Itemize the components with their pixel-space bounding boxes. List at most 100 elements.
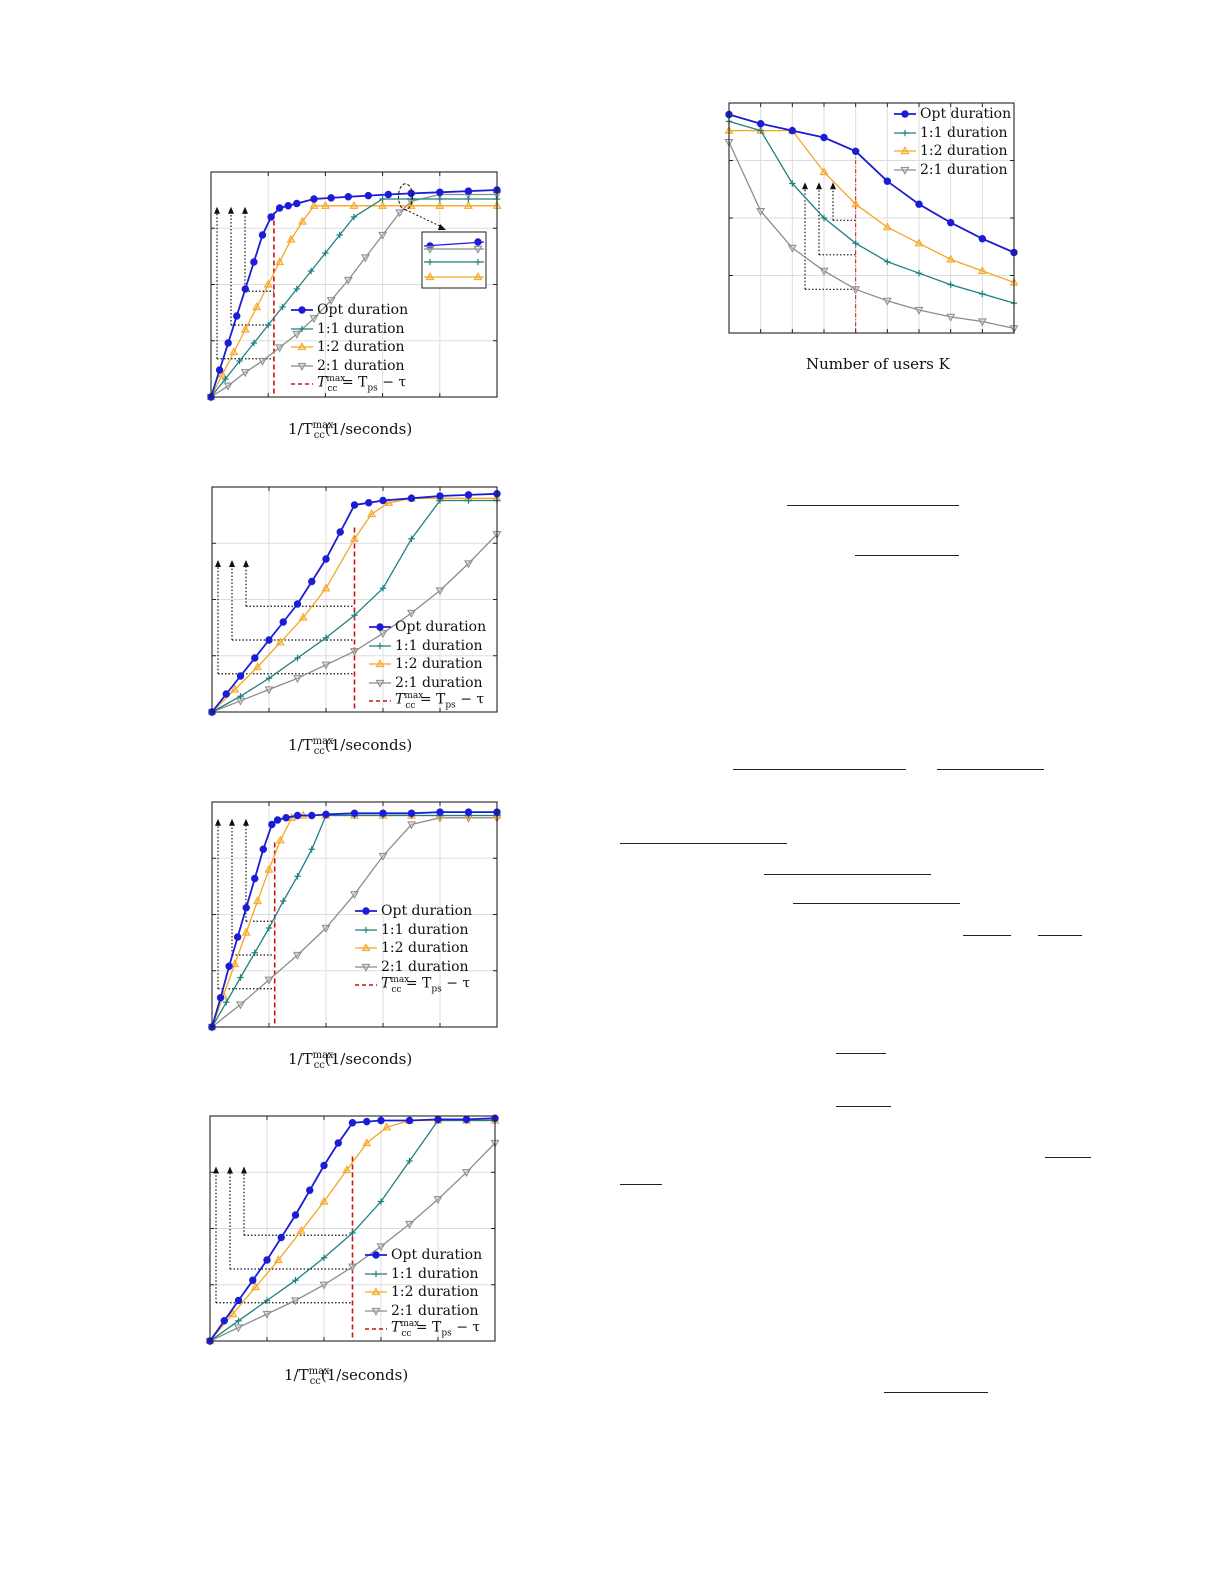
data-point-two-one [464, 560, 473, 569]
chart-svg-panel-3 [207, 801, 502, 1032]
data-point-one-one [915, 270, 923, 277]
tick-marks [211, 172, 497, 397]
data-point-one-one [852, 240, 859, 247]
text-rule [855, 555, 959, 556]
legend-symbol-limit [369, 700, 391, 703]
data-point-one-two [378, 200, 388, 209]
legend-symbol-opt [355, 907, 377, 915]
data-point-two-one [360, 254, 370, 263]
data-point-opt [277, 1233, 285, 1242]
data-point-one-two [977, 266, 987, 274]
data-point-opt [293, 199, 301, 208]
data-point-opt [462, 1115, 471, 1124]
data-point-opt [215, 366, 224, 374]
series-line-opt [728, 113, 1015, 254]
data-point-one-two [298, 612, 308, 621]
data-point-one-two [241, 927, 251, 936]
data-point-one-one [265, 675, 273, 682]
legend-marker-one-one [298, 325, 306, 332]
data-point-opt [263, 1256, 271, 1264]
data-point-opt [322, 555, 330, 563]
annotation-arrows [802, 182, 856, 290]
data-point-one-one [265, 321, 272, 329]
data-point-opt [293, 600, 302, 608]
data-point-one-one [979, 290, 986, 298]
data-point-two-one [223, 382, 233, 391]
grid [211, 172, 497, 397]
data-point-opt [220, 1317, 228, 1325]
data-point-opt [363, 1117, 371, 1126]
data-point-opt [222, 690, 230, 698]
data-point-one-two [851, 199, 861, 208]
x-axis-label-panel-1: 1/Tmaxcc(1/seconds) [288, 420, 413, 441]
data-point-opt [405, 1116, 414, 1125]
data-point-opt [320, 1161, 328, 1170]
legend-label-opt: Opt duration [381, 903, 473, 919]
data-point-two-one [378, 852, 388, 861]
data-point-one-one [351, 612, 358, 619]
legend-symbol-one-two [291, 342, 313, 351]
legend-marker-one-two [371, 1287, 381, 1296]
data-point-two-one [262, 1310, 272, 1319]
data-point-opt [464, 491, 473, 499]
data-point-one-one [379, 195, 386, 203]
tick-marks [212, 487, 497, 712]
data-point-two-one [321, 661, 331, 670]
legend-panel-2: Opt duration 1:1 duration 1:2 duration 2… [368, 618, 486, 711]
legend-item-limit: Tmaxcc = Tps − τ [354, 975, 472, 995]
inset-point-one-two [473, 272, 483, 281]
data-point-opt [436, 492, 444, 500]
data-point-one-one [307, 267, 315, 275]
legend-marker-two-one [371, 1307, 381, 1316]
data-point-two-one [343, 276, 353, 285]
legend-panel-4: Opt duration 1:1 duration 1:2 duration 2… [364, 1246, 482, 1339]
inset-point-one-two [425, 272, 435, 281]
legend-marker-opt [376, 623, 384, 631]
legend-label-one-two: 1:2 duration [381, 940, 469, 956]
legend-symbol-one-one [291, 325, 313, 332]
data-point-one-one [789, 180, 796, 187]
legend-label-one-two: 1:2 duration [391, 1284, 479, 1300]
data-point-one-one [292, 1277, 299, 1284]
data-point-opt [275, 204, 284, 212]
series-line-one-one [210, 198, 497, 398]
legend-marker-two-one [361, 963, 371, 972]
data-point-opt [273, 816, 282, 824]
data-point-opt [308, 577, 316, 586]
data-point-opt [265, 636, 273, 644]
legend-item-one-two: 1:2 duration [364, 1283, 482, 1302]
data-point-one-two [275, 637, 285, 646]
series-line-opt [210, 189, 498, 398]
data-point-two-one [405, 1220, 414, 1229]
legend-label-limit: Tmaxcc = Tps − τ [381, 975, 471, 995]
data-point-one-two [349, 200, 359, 209]
data-point-opt [756, 120, 765, 128]
legend-symbol-one-two [894, 146, 916, 155]
inset-point-two-one [473, 245, 483, 254]
data-point-one-one [263, 1297, 271, 1304]
data-point-two-one [462, 1169, 471, 1178]
data-point-one-one [250, 339, 258, 347]
annotation-arrow-head [242, 206, 248, 214]
data-point-opt [464, 808, 473, 816]
data-point-one-one [820, 214, 828, 222]
data-point-opt [306, 1186, 314, 1194]
legend-marker-two-one [297, 362, 307, 371]
data-point-one-two [319, 1196, 329, 1205]
data-point-opt [234, 1296, 243, 1305]
legend-panel-users: Opt duration 1:1 duration 1:2 duration 2… [893, 105, 1011, 179]
tick-marks [729, 103, 1014, 333]
data-point-two-one [293, 675, 302, 684]
text-rule [1045, 1157, 1091, 1158]
legend-symbol-two-one [291, 362, 313, 371]
data-point-opt [233, 933, 242, 941]
data-point-two-one [435, 587, 445, 596]
data-point-opt [365, 499, 373, 507]
plot-frame [728, 102, 1015, 334]
data-point-opt [377, 1116, 385, 1125]
data-point-opt [284, 202, 292, 210]
data-point-two-one [433, 1196, 443, 1205]
zoom-arrow-head [438, 224, 446, 230]
annotation-arrow-head [243, 818, 249, 826]
data-point-two-one [264, 686, 274, 695]
